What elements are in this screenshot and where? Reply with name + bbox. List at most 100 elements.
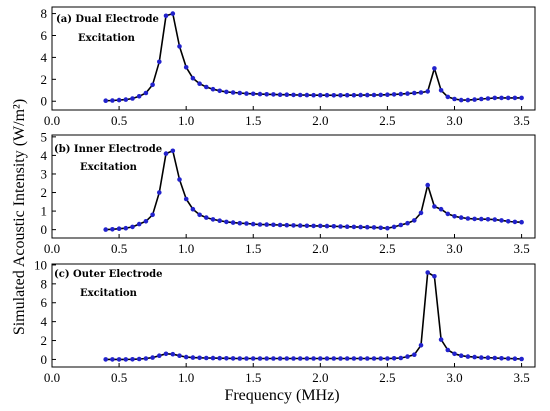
panel-a-data-point bbox=[318, 92, 323, 98]
panel-b-data-point bbox=[378, 225, 384, 231]
panel-b-x-tick-label: 0.0 bbox=[44, 241, 60, 256]
panel-b-data-point bbox=[344, 224, 350, 229]
panel-a-label-line1: (a) Dual Electrode bbox=[56, 14, 159, 25]
panel-c-data-point bbox=[230, 356, 236, 361]
panel-c-data-point bbox=[204, 355, 209, 361]
panel-c-data-point bbox=[391, 356, 397, 361]
panel-a-data-point bbox=[458, 97, 464, 103]
panel-b-y-tick-label: 5 bbox=[41, 129, 48, 144]
panel-c-data-point bbox=[512, 356, 518, 362]
panel-a-x-tick-label: 1.5 bbox=[245, 113, 261, 128]
panel-c-data-point bbox=[324, 356, 330, 361]
panel-b-data-point bbox=[271, 222, 276, 228]
panel-b-data-point bbox=[519, 219, 524, 225]
panel-c-label-line2: Excitation bbox=[80, 288, 138, 299]
panel-a-data-point bbox=[311, 92, 316, 98]
panel-a-data-point bbox=[210, 86, 216, 92]
panel-c-y-tick-label: 6 bbox=[41, 295, 48, 310]
panel-b-data-point bbox=[163, 151, 169, 156]
panel-b-data-point bbox=[143, 219, 149, 224]
panel-c-data-point bbox=[432, 274, 437, 279]
panel-c-data-point bbox=[297, 356, 303, 361]
panel-c-data-point bbox=[378, 356, 384, 361]
panel-a-data-point bbox=[405, 91, 410, 96]
panel-b: 0.0 0.5 1.0 1.5 2.0 2.5 3.0 3.5 0 1 2 3 4 5 (b) Inner … bbox=[41, 129, 536, 256]
panel-a-x-tick-label: 3.0 bbox=[446, 113, 462, 128]
panel-c-data-point bbox=[331, 356, 337, 361]
panel-b-data-point bbox=[318, 223, 323, 229]
panel-c-data-point bbox=[103, 357, 108, 362]
panel-c-y-tick-label: 10 bbox=[34, 257, 47, 272]
panel-b-data-point bbox=[485, 217, 491, 222]
panel-a-data-point bbox=[136, 94, 142, 99]
panel-b-y-tick-label: 3 bbox=[41, 166, 48, 181]
panel-c-data-point bbox=[445, 347, 451, 353]
panel-c-data-point bbox=[485, 355, 491, 361]
panel-a-data-point bbox=[344, 92, 350, 98]
panel-a-data-point bbox=[271, 92, 276, 97]
panel-b-data-point bbox=[183, 196, 189, 202]
panel-a-data-point bbox=[277, 92, 283, 97]
panel-c-x-tick-label: 0.5 bbox=[111, 370, 127, 385]
panel-b-data-point bbox=[445, 211, 451, 217]
panel-a-data-point bbox=[391, 92, 397, 97]
panel-b-x-tick-label: 2.0 bbox=[312, 241, 328, 256]
panel-c-data-point bbox=[177, 353, 182, 359]
panel-c-data-point bbox=[385, 356, 390, 361]
panel-c-x-tick-label: 2.0 bbox=[312, 370, 328, 385]
panel-b-data-point bbox=[304, 223, 310, 229]
panel-c-data-point bbox=[284, 356, 290, 361]
panel-b-data-point bbox=[237, 220, 243, 226]
panel-b-x-tick-label: 0.5 bbox=[111, 241, 127, 256]
panel-a-x-tick-label: 1.0 bbox=[178, 113, 194, 128]
panel-a-data-point bbox=[264, 92, 270, 97]
panel-a-data-point bbox=[472, 97, 477, 102]
panel-b-data-point bbox=[264, 222, 270, 227]
panel-b-data-point bbox=[438, 206, 444, 212]
panel-c-y-tick-label: 2 bbox=[41, 333, 48, 348]
y-axis-title: Simulated Acoustic Intensity (W/m²) bbox=[11, 99, 28, 335]
panel-c-data-point bbox=[418, 343, 424, 348]
panel-b-x-tick-label: 1.5 bbox=[245, 241, 261, 256]
panel-b-data-point bbox=[391, 224, 397, 230]
panel-c-data-point bbox=[452, 351, 457, 357]
x-axis-title: Frequency (MHz) bbox=[224, 387, 339, 404]
panel-b-data-point bbox=[512, 219, 518, 225]
panel-a-data-point bbox=[257, 91, 263, 97]
panel-c-x-tick-label: 3.5 bbox=[513, 370, 529, 385]
panel-a-data-point bbox=[492, 95, 498, 101]
panel-b-data-point bbox=[230, 220, 236, 225]
panel-c-data-point bbox=[150, 355, 155, 360]
panel-c-data-point bbox=[197, 355, 202, 361]
panel-c-data-point bbox=[479, 355, 484, 360]
panel-a-data-point bbox=[291, 92, 296, 98]
panel-b-data-point bbox=[150, 212, 155, 218]
panel-b-data-point bbox=[103, 227, 108, 232]
panel-b-data-point bbox=[110, 227, 115, 232]
panel-c-data-point bbox=[472, 354, 477, 360]
panel-a-data-point bbox=[163, 13, 169, 19]
panel-c-data-point bbox=[492, 355, 498, 361]
panel-a-data-point bbox=[177, 44, 182, 49]
panel-c-data-point bbox=[116, 357, 122, 362]
panel-b-data-point bbox=[123, 225, 129, 231]
panel-b-y-tick-label: 4 bbox=[41, 148, 48, 163]
panel-a-data-point bbox=[358, 92, 363, 98]
panel-a-data-point bbox=[150, 82, 155, 88]
panel-b-data-point bbox=[210, 217, 216, 222]
panel-c-data-point bbox=[311, 356, 316, 361]
panel-a-y-tick-label: 6 bbox=[41, 28, 48, 43]
panel-a-data-point bbox=[204, 84, 209, 90]
panel-a-data-point bbox=[143, 90, 149, 96]
panel-a-data-point bbox=[385, 92, 390, 97]
panel-c-series-line bbox=[105, 271, 522, 361]
panel-b-data-point bbox=[136, 221, 142, 227]
panel-c-data-point bbox=[519, 356, 524, 362]
panel-b-data-point bbox=[250, 221, 256, 227]
panel-a-label-line2: Excitation bbox=[78, 33, 136, 44]
panel-a-data-point bbox=[197, 81, 202, 86]
panel-a-data-point bbox=[110, 98, 115, 103]
panel-c-data-point bbox=[318, 356, 323, 361]
panel-b-data-point bbox=[277, 222, 283, 228]
panel-b-label-line2: Excitation bbox=[80, 162, 138, 173]
